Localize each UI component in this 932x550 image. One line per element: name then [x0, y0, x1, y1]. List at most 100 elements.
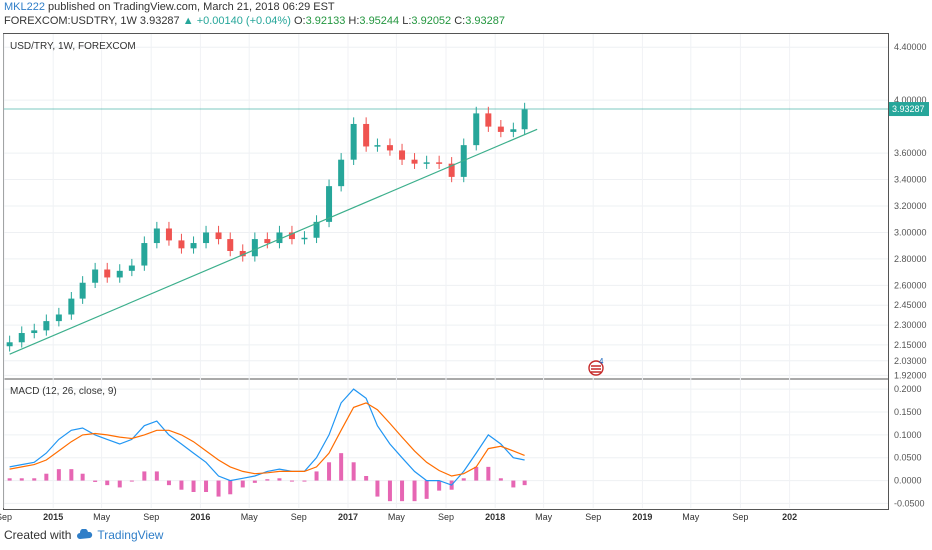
macd-histogram-bar: [364, 476, 369, 481]
macd-histogram-bar: [154, 471, 159, 481]
low-label: L:: [402, 15, 412, 27]
macd-histogram-bar: [387, 480, 392, 502]
candle-body: [165, 228, 172, 241]
candle-body: [264, 239, 271, 244]
price-tick-label: 2.30000: [894, 320, 927, 330]
candle-body: [92, 269, 99, 283]
x-tick-label: May: [388, 512, 406, 522]
candle-body: [399, 150, 406, 160]
macd-histogram-bar: [105, 480, 110, 486]
macd-histogram-bar: [375, 480, 380, 497]
x-tick-label: Sep: [143, 512, 159, 522]
candle-body: [104, 269, 111, 278]
macd-histogram-bar: [302, 480, 307, 482]
macd-histogram-bar: [486, 466, 491, 481]
open-label: O:: [293, 15, 306, 27]
price-tick-label: 3.40000: [894, 175, 927, 185]
macd-histogram-bar: [19, 478, 24, 481]
macd-tick-label: -0.0500: [894, 498, 925, 508]
candle-body: [510, 129, 517, 132]
macd-histogram-bar: [216, 480, 221, 497]
brand-name: TradingView: [97, 528, 164, 542]
macd-histogram-bar: [511, 480, 516, 488]
up-arrow-icon: ▲: [182, 15, 194, 27]
publish-line: MKL222 published on TradingView.com, Mar…: [4, 0, 924, 14]
price-tick-label: 3.20000: [894, 201, 927, 211]
x-tick-label: 202: [782, 512, 797, 522]
candle-body: [497, 126, 504, 132]
candle-body: [374, 145, 381, 147]
price-tick-label: 2.80000: [894, 254, 927, 264]
candle-body: [215, 232, 222, 240]
candle-body: [301, 237, 308, 240]
x-tick-label: 2019: [632, 512, 652, 522]
macd-histogram-bar: [32, 478, 37, 481]
candle-body: [350, 123, 357, 160]
close-value: 3.93287: [465, 15, 505, 27]
candle-body: [178, 240, 185, 249]
candle-body: [338, 159, 345, 187]
candle-body: [153, 228, 160, 244]
macd-histogram-bar: [522, 480, 527, 486]
close-label: C:: [454, 15, 466, 27]
x-tick-label: 2018: [485, 512, 505, 522]
last-price-tag-label: 3.93287: [892, 104, 925, 114]
macd-histogram-bar: [351, 462, 356, 481]
candle-body: [18, 333, 25, 343]
candle-body: [288, 232, 295, 240]
trendline: [9, 128, 538, 355]
x-tick-label: Sep: [291, 512, 307, 522]
macd-histogram-bar: [204, 480, 209, 492]
macd-histogram-bar: [93, 480, 98, 482]
x-tick-label: 2015: [43, 512, 63, 522]
macd-histogram-bar: [412, 480, 417, 502]
footer: Created with TradingView: [4, 528, 163, 542]
macd-histogram-bar: [265, 479, 270, 481]
macd-histogram-bar: [289, 480, 294, 482]
macd-line: [9, 388, 525, 486]
macd-tick-label: 0.1500: [894, 407, 922, 417]
candle-body: [436, 162, 443, 164]
change-value: +0.00140 (+0.04%): [196, 15, 291, 27]
macd-histogram-bar: [461, 478, 466, 481]
chart-header: MKL222 published on TradingView.com, Mar…: [4, 0, 924, 30]
x-tick-label: 2017: [338, 512, 358, 522]
macd-histogram-bar: [277, 478, 282, 481]
low-value: 3.92052: [411, 15, 452, 27]
flag-count: 4: [599, 357, 604, 366]
x-tick-label: May: [682, 512, 700, 522]
macd-histogram-bar: [339, 453, 344, 481]
macd-histogram-bar: [437, 480, 442, 491]
candle-body: [363, 123, 370, 147]
created-with-text: Created with: [4, 528, 72, 542]
tradingview-logo[interactable]: TradingView: [77, 528, 163, 542]
macd-histogram-bar: [191, 480, 196, 492]
candle-body: [43, 321, 50, 331]
macd-histogram-bar: [498, 478, 503, 481]
candle-body: [411, 159, 418, 164]
published-text: published on TradingView.com, March 21, …: [48, 1, 335, 13]
author-link[interactable]: MKL222: [4, 1, 45, 13]
candle-body: [313, 221, 320, 238]
macd-histogram-bar: [314, 471, 319, 481]
macd-pane-title: MACD (12, 26, close, 9): [10, 386, 117, 397]
macd-histogram-bar: [252, 480, 257, 483]
candle-body: [326, 186, 333, 222]
symbol-label: FOREXCOM:USDTRY, 1W: [4, 15, 137, 27]
price-tick-label: 3.00000: [894, 227, 927, 237]
macd-histogram-bar: [80, 473, 85, 481]
candle-body: [116, 270, 123, 278]
candle-body: [473, 113, 480, 146]
macd-tick-label: 0.0500: [894, 453, 922, 463]
price-tick-label: 3.60000: [894, 148, 927, 158]
price-tick-label: 2.45000: [894, 300, 927, 310]
price-tick-label: 2.15000: [894, 340, 927, 350]
flag-icon[interactable]: 4: [588, 357, 604, 376]
macd-tick-label: 0.2000: [894, 384, 922, 394]
candle-body: [79, 282, 86, 299]
candle-body: [190, 243, 197, 249]
macd-histogram-bar: [400, 480, 405, 502]
last-price: 3.93287: [139, 15, 180, 27]
price-tick-label: 1.92000: [894, 370, 927, 380]
